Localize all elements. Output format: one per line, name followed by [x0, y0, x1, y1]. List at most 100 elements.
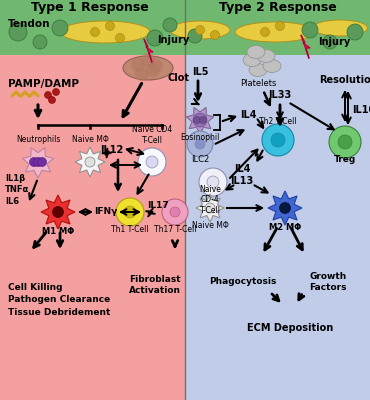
Circle shape [85, 157, 95, 167]
Circle shape [9, 23, 27, 41]
Text: Type 2 Response: Type 2 Response [219, 0, 337, 14]
Circle shape [135, 67, 149, 81]
Text: IL12: IL12 [100, 145, 124, 155]
Ellipse shape [257, 50, 275, 62]
Circle shape [147, 30, 163, 46]
Circle shape [276, 22, 285, 30]
Circle shape [302, 22, 318, 38]
Text: Treg: Treg [334, 156, 356, 164]
Circle shape [323, 35, 337, 49]
Text: Tendon: Tendon [8, 19, 50, 29]
Circle shape [149, 59, 163, 73]
Polygon shape [301, 35, 310, 58]
Text: M2 MΦ: M2 MΦ [269, 224, 301, 232]
Circle shape [146, 156, 158, 168]
Circle shape [187, 131, 213, 157]
Circle shape [116, 198, 144, 226]
Text: M1 MΦ: M1 MΦ [42, 228, 74, 236]
Text: Eosinophil: Eosinophil [180, 132, 220, 142]
Text: PAMP/DAMP: PAMP/DAMP [8, 79, 79, 89]
Ellipse shape [247, 46, 265, 58]
Text: Naive MΦ: Naive MΦ [192, 222, 228, 230]
Text: IL4: IL4 [240, 110, 256, 120]
Circle shape [193, 113, 207, 127]
Circle shape [211, 30, 219, 40]
Text: Injury: Injury [157, 35, 189, 45]
Circle shape [260, 28, 269, 36]
Circle shape [329, 126, 361, 158]
Text: Naive MΦ: Naive MΦ [72, 136, 108, 144]
Circle shape [195, 139, 205, 149]
FancyBboxPatch shape [0, 0, 370, 55]
Circle shape [199, 168, 227, 196]
Circle shape [105, 22, 114, 30]
Text: Neutrophils: Neutrophils [16, 136, 60, 144]
Circle shape [131, 58, 145, 72]
Circle shape [91, 28, 100, 36]
Text: Th17 T-Cell: Th17 T-Cell [154, 224, 196, 234]
Circle shape [205, 203, 215, 213]
Circle shape [262, 124, 294, 156]
Ellipse shape [263, 60, 281, 72]
Circle shape [163, 18, 177, 32]
Circle shape [199, 116, 206, 124]
Polygon shape [268, 191, 302, 225]
Polygon shape [186, 107, 213, 134]
Text: Injury: Injury [318, 37, 350, 47]
Circle shape [194, 116, 201, 124]
Text: IL10: IL10 [352, 105, 370, 115]
Text: IL17: IL17 [147, 200, 169, 210]
Circle shape [138, 148, 166, 176]
Text: Phagocytosis: Phagocytosis [209, 278, 277, 286]
Circle shape [30, 158, 38, 166]
Ellipse shape [243, 54, 261, 66]
Text: Fibroblast
Activation: Fibroblast Activation [129, 274, 181, 295]
Circle shape [207, 176, 219, 188]
Polygon shape [41, 195, 75, 229]
Polygon shape [75, 147, 105, 177]
Circle shape [141, 53, 155, 67]
Circle shape [34, 158, 43, 166]
Ellipse shape [235, 22, 315, 42]
Text: Resolution: Resolution [319, 75, 370, 85]
Circle shape [53, 88, 60, 96]
Circle shape [170, 207, 180, 217]
Circle shape [279, 202, 290, 214]
Text: IL5: IL5 [192, 67, 209, 77]
Circle shape [53, 206, 64, 218]
Polygon shape [196, 194, 224, 222]
Circle shape [146, 63, 160, 77]
Text: Naive CD4
T-Cell: Naive CD4 T-Cell [132, 125, 172, 145]
Text: Th2 T-Cell: Th2 T-Cell [259, 118, 297, 126]
Circle shape [115, 34, 124, 42]
Text: Growth
Factors: Growth Factors [309, 272, 347, 292]
Circle shape [271, 133, 285, 147]
Text: IL4
IL13: IL4 IL13 [231, 164, 253, 186]
FancyBboxPatch shape [0, 55, 185, 400]
Text: IL1β
TNFα
IL6: IL1β TNFα IL6 [5, 174, 29, 206]
Text: ECM Deposition: ECM Deposition [247, 323, 333, 333]
Text: Type 1 Response: Type 1 Response [31, 0, 149, 14]
Text: ILC2: ILC2 [191, 156, 209, 164]
Circle shape [347, 24, 363, 40]
Ellipse shape [123, 56, 173, 80]
Text: Naive
CD-4
T-Cell: Naive CD-4 T-Cell [199, 185, 221, 215]
Circle shape [44, 92, 51, 98]
Circle shape [338, 135, 352, 149]
Ellipse shape [249, 64, 267, 76]
Text: IL33: IL33 [268, 90, 292, 100]
Polygon shape [144, 39, 153, 62]
Text: IFNγ: IFNγ [94, 208, 118, 216]
Circle shape [48, 96, 55, 104]
Text: Th1 T-Cell: Th1 T-Cell [111, 224, 149, 234]
Ellipse shape [313, 20, 367, 36]
Polygon shape [23, 148, 54, 178]
FancyBboxPatch shape [185, 55, 370, 400]
Ellipse shape [60, 21, 150, 43]
Circle shape [52, 20, 68, 36]
Text: Cell Killing
Pathogen Clearance
Tissue Debridement: Cell Killing Pathogen Clearance Tissue D… [8, 283, 110, 317]
Circle shape [195, 26, 205, 34]
Text: Clot: Clot [168, 73, 190, 83]
Circle shape [188, 29, 202, 43]
Circle shape [124, 206, 136, 218]
